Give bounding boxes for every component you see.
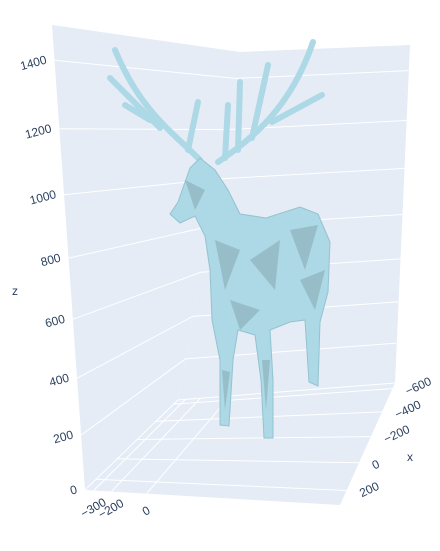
grid-line bbox=[173, 388, 393, 405]
x-tick-label: 200 bbox=[357, 479, 381, 500]
grid-line bbox=[111, 397, 201, 492]
antlers bbox=[107, 39, 325, 165]
antler bbox=[185, 99, 201, 153]
body bbox=[169, 157, 331, 439]
grid-line bbox=[146, 395, 231, 494]
y-tick-label: 0 bbox=[140, 503, 153, 519]
antler bbox=[222, 102, 231, 161]
antler bbox=[249, 62, 271, 141]
z-tick-label: 200 bbox=[52, 427, 75, 446]
z-tick-label: 1000 bbox=[28, 187, 58, 208]
z-tick-label: 400 bbox=[48, 371, 71, 390]
grid-line bbox=[84, 382, 396, 491]
grid-line bbox=[54, 59, 409, 79]
z-tick-label: 1200 bbox=[24, 121, 54, 142]
x-tick-label: −400 bbox=[393, 397, 424, 421]
facet bbox=[250, 240, 280, 290]
grid-line bbox=[72, 258, 401, 320]
z-tick-label: 800 bbox=[39, 251, 62, 270]
facet bbox=[230, 300, 260, 330]
left-wall bbox=[52, 25, 240, 490]
facet bbox=[185, 180, 205, 210]
x-axis-title: x bbox=[407, 450, 413, 464]
mesh bbox=[107, 39, 331, 439]
antler bbox=[122, 102, 153, 123]
facet bbox=[215, 240, 240, 290]
facet bbox=[290, 225, 318, 270]
z-tick-label: 600 bbox=[44, 312, 67, 331]
facets bbox=[185, 180, 325, 410]
z-axis-title: z bbox=[12, 284, 18, 298]
grid-line bbox=[137, 436, 371, 441]
grid-line bbox=[96, 478, 347, 491]
antler bbox=[215, 39, 316, 165]
facet bbox=[222, 370, 230, 410]
z-tick-label: 1400 bbox=[19, 53, 49, 74]
grid-line bbox=[76, 301, 399, 379]
x-tick-label: −600 bbox=[403, 374, 434, 398]
grid-line bbox=[93, 399, 186, 491]
facet bbox=[262, 360, 270, 410]
grid-line bbox=[117, 458, 360, 464]
z-tick-label: 0 bbox=[69, 482, 79, 497]
antler bbox=[269, 92, 325, 125]
x-tick-label: 0 bbox=[370, 457, 382, 473]
grid-line bbox=[80, 342, 397, 436]
antler bbox=[235, 79, 243, 153]
x-tick-label: −200 bbox=[382, 422, 413, 446]
facet bbox=[300, 270, 325, 310]
